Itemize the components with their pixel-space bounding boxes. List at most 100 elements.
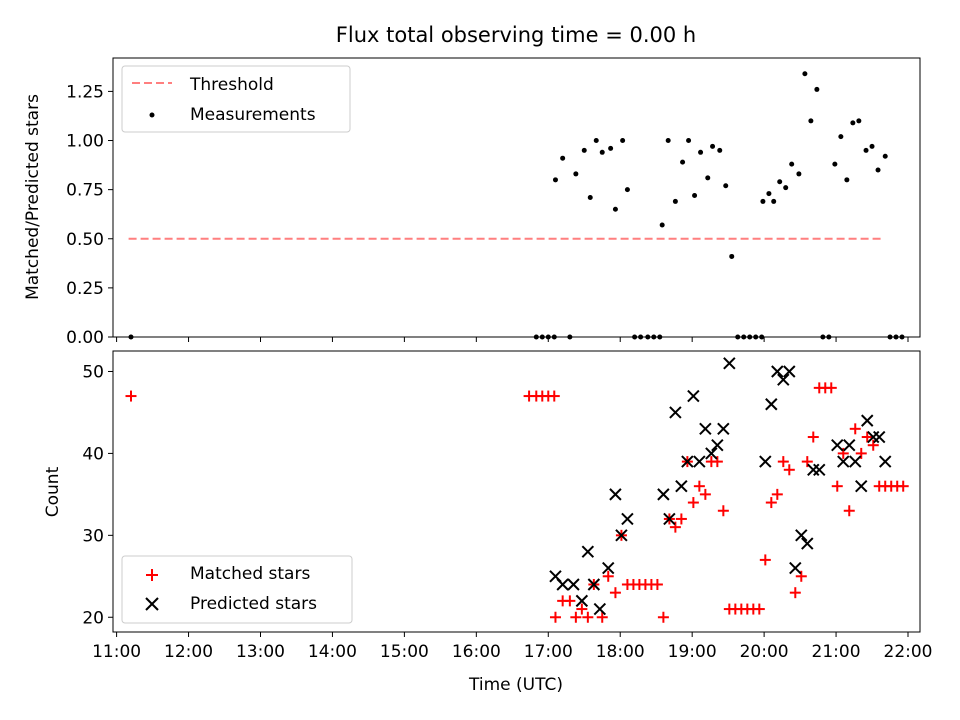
x-tick-label: 22:00 xyxy=(884,642,933,662)
matched-star-point xyxy=(687,497,699,509)
legend-threshold-label: Threshold xyxy=(189,75,274,95)
matched-star-point xyxy=(596,611,608,623)
measurement-point xyxy=(838,134,844,140)
predicted-star-point xyxy=(587,578,601,591)
legend-predicted-swatch xyxy=(145,597,159,611)
predicted-star-point xyxy=(556,578,569,591)
top-y-tick-label: 1.25 xyxy=(66,82,104,102)
bottom-y-tick-label: 40 xyxy=(82,444,104,464)
matched-star-point xyxy=(669,521,681,533)
predicted-star-point xyxy=(663,512,676,526)
predicted-star-point xyxy=(693,455,706,468)
matched-star-point xyxy=(861,431,873,443)
x-tick-label: 14:00 xyxy=(308,642,357,662)
matched-star-point xyxy=(570,611,582,623)
measurement-point xyxy=(717,147,723,153)
matched-star-point xyxy=(693,480,705,492)
predicted-star-point xyxy=(675,479,688,493)
x-tick-label: 18:00 xyxy=(596,642,645,662)
measurement-point xyxy=(659,222,665,228)
predicted-star-point xyxy=(602,561,615,575)
predicted-star-point xyxy=(669,406,682,419)
measurement-point xyxy=(814,86,820,92)
measurement-point xyxy=(863,147,869,153)
measurement-point xyxy=(777,179,783,185)
predicted-star-point xyxy=(849,455,862,468)
x-tick-label: 16:00 xyxy=(452,642,501,662)
measurement-point xyxy=(686,138,692,144)
predicted-star-point xyxy=(879,455,892,468)
x-tick-label: 19:00 xyxy=(668,642,717,662)
measurement-point xyxy=(587,195,593,200)
top-legend: Threshold Measurements xyxy=(121,65,351,133)
measurement-point xyxy=(560,155,566,161)
measurement-point xyxy=(692,193,698,199)
predicted-star-point xyxy=(575,594,589,608)
bottom-y-tick-label: 50 xyxy=(82,362,104,382)
x-tick-label: 13:00 xyxy=(236,642,285,662)
measurement-point xyxy=(608,145,614,151)
predicted-star-point xyxy=(843,439,856,452)
top-y-axis-label: Matched/Predicted stars xyxy=(23,94,43,300)
predicted-star-point xyxy=(771,365,784,378)
predicted-star-point xyxy=(581,545,595,558)
matched-star-point xyxy=(843,505,855,517)
measurement-point xyxy=(729,253,735,259)
bottom-legend-box xyxy=(121,555,353,624)
top-y-tick-label: 0.50 xyxy=(66,230,104,250)
measurement-point xyxy=(783,185,789,191)
x-tick-label: 21:00 xyxy=(812,642,861,662)
matched-star-point xyxy=(675,513,687,525)
predicted-star-point xyxy=(801,537,814,550)
matched-star-point xyxy=(897,480,909,492)
top-legend-box xyxy=(121,65,351,133)
predicted-star-point xyxy=(873,430,886,444)
predicted-star-point xyxy=(813,463,826,476)
predicted-star-point xyxy=(593,602,607,616)
matched-star-point xyxy=(582,611,594,623)
measurement-point xyxy=(796,171,802,177)
top-panel: 0.00 0.25 0.50 0.75 1.00 1.25 Matched/Predict… xyxy=(23,57,921,348)
bottom-plot-frame xyxy=(112,350,921,633)
measurement-point xyxy=(850,120,856,126)
matched-stars-series xyxy=(125,382,909,623)
bottom-legend: Matched stars Predicted stars xyxy=(121,555,353,624)
bottom-y-tick-label: 20 xyxy=(82,608,104,628)
predicted-star-point xyxy=(609,488,622,501)
matched-star-point xyxy=(699,488,711,500)
predicted-star-point xyxy=(711,439,724,452)
bottom-x-ticks: 11:00 12:00 13:00 14:00 15:00 16:00 17:00 18:00… xyxy=(92,632,933,662)
matched-star-point xyxy=(795,570,807,582)
predicted-star-point xyxy=(705,447,718,460)
predicted-star-point xyxy=(681,455,694,468)
x-tick-label: 11:00 xyxy=(92,642,141,662)
matched-star-point xyxy=(548,390,560,402)
predicted-star-point xyxy=(855,479,868,493)
predicted-star-point xyxy=(777,373,790,386)
measurement-point xyxy=(599,149,605,155)
matched-star-point xyxy=(717,505,729,517)
measurement-point xyxy=(802,71,808,77)
predicted-star-point xyxy=(723,357,736,370)
measurement-point xyxy=(723,183,729,189)
measurement-point xyxy=(665,138,671,144)
measurement-point xyxy=(552,177,558,183)
matched-star-point xyxy=(759,554,771,566)
measurement-point xyxy=(624,187,630,193)
bottom-panel: 11:00 12:00 13:00 14:00 15:00 16:00 17:00 18:00… xyxy=(43,350,933,695)
measurement-point xyxy=(832,161,838,167)
measurement-point xyxy=(593,138,599,144)
matched-star-point xyxy=(855,447,867,459)
measurement-point xyxy=(698,149,704,155)
matched-star-point xyxy=(867,439,879,451)
legend-measurements-label: Measurements xyxy=(190,105,316,125)
measurement-point xyxy=(620,138,626,144)
predicted-star-point xyxy=(657,488,670,501)
measurement-point xyxy=(882,153,888,159)
predicted-star-point xyxy=(765,398,778,411)
matched-star-point xyxy=(125,390,137,402)
matched-star-point xyxy=(777,456,789,468)
measurements-series xyxy=(128,71,905,340)
measurement-point xyxy=(771,198,777,204)
matched-star-point xyxy=(602,570,614,582)
